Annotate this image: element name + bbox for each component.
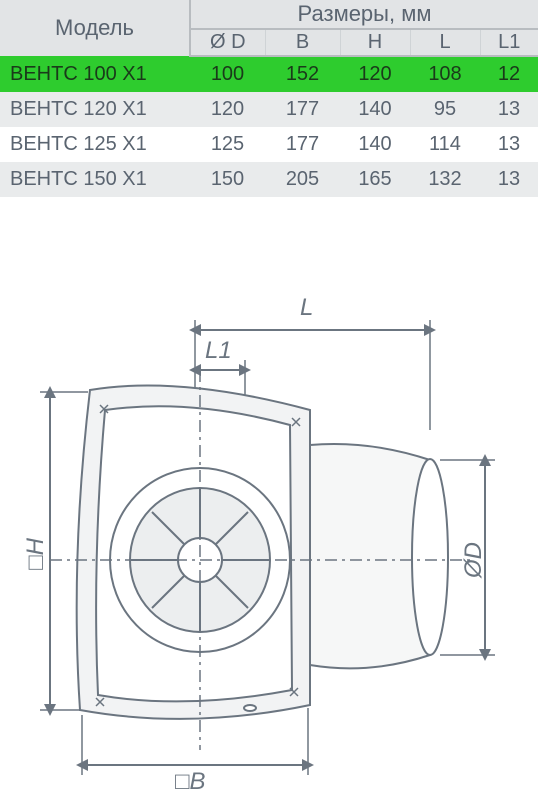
table-row: ВЕНТС 100 Х1 100 152 120 108 12 [0, 56, 538, 92]
dimensions-table-wrap: Модель Размеры, мм Ø D B H L L1 ВЕНТС 10… [0, 0, 538, 197]
cell-h: 140 [340, 127, 410, 162]
dimensions-table: Модель Размеры, мм Ø D B H L L1 ВЕНТС 10… [0, 0, 538, 197]
cell-b: 152 [265, 56, 340, 92]
cell-d: 100 [190, 56, 265, 92]
dim-label-h: □H [22, 538, 50, 570]
cell-l1: 12 [480, 56, 538, 92]
cell-l: 95 [410, 92, 480, 127]
cell-h: 140 [340, 92, 410, 127]
cell-l: 114 [410, 127, 480, 162]
cell-l: 132 [410, 162, 480, 197]
header-col-l1: L1 [480, 29, 538, 56]
header-col-h: H [340, 29, 410, 56]
cell-b: 177 [265, 92, 340, 127]
cell-h: 120 [340, 56, 410, 92]
table-row: ВЕНТС 125 Х1 125 177 140 114 13 [0, 127, 538, 162]
cell-l1: 13 [480, 127, 538, 162]
cell-b: 177 [265, 127, 340, 162]
cell-l1: 13 [480, 92, 538, 127]
cell-d: 150 [190, 162, 265, 197]
cell-d: 125 [190, 127, 265, 162]
cell-model: ВЕНТС 125 Х1 [0, 127, 190, 162]
header-dimensions: Размеры, мм [190, 0, 538, 29]
technical-drawing: L L1 □H ØD □B [0, 260, 538, 804]
header-col-b: B [265, 29, 340, 56]
dim-label-l1: L1 [205, 337, 232, 365]
cell-d: 120 [190, 92, 265, 127]
table-row: ВЕНТС 150 Х1 150 205 165 132 13 [0, 162, 538, 197]
cell-l1: 13 [480, 162, 538, 197]
cell-b: 205 [265, 162, 340, 197]
header-col-d: Ø D [190, 29, 265, 56]
table-row: ВЕНТС 120 Х1 120 177 140 95 13 [0, 92, 538, 127]
table-header-row-1: Модель Размеры, мм [0, 0, 538, 29]
header-model: Модель [0, 0, 190, 56]
dim-label-d: ØD [460, 542, 488, 578]
cell-l: 108 [410, 56, 480, 92]
dim-label-l: L [300, 294, 313, 322]
dim-label-b: □B [175, 768, 206, 796]
drawing-svg [0, 260, 538, 804]
cell-h: 165 [340, 162, 410, 197]
cell-model: ВЕНТС 150 Х1 [0, 162, 190, 197]
header-col-l: L [410, 29, 480, 56]
cell-model: ВЕНТС 100 Х1 [0, 56, 190, 92]
cell-model: ВЕНТС 120 Х1 [0, 92, 190, 127]
